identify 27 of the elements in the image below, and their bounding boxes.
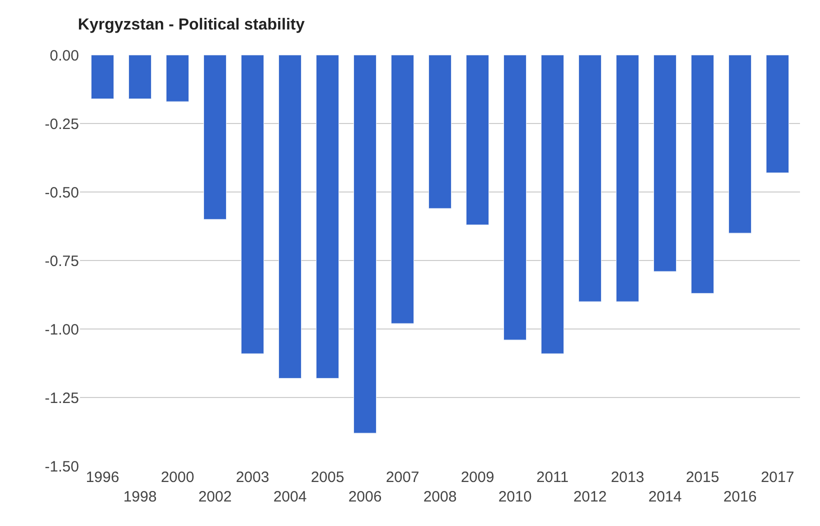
x-tick-label: 2005 xyxy=(310,469,344,486)
x-tick-label: 2010 xyxy=(498,488,532,506)
x-tick-label: 2013 xyxy=(610,469,644,486)
x-tick-label: 2006 xyxy=(348,488,382,506)
x-tick-label: 2004 xyxy=(273,488,307,506)
x-tick-label: 2014 xyxy=(648,488,682,506)
y-tick-label: -0.75 xyxy=(44,252,79,270)
chart-title: Kyrgyzstan - Political stability xyxy=(78,16,305,34)
x-tick-label: 1998 xyxy=(123,488,157,506)
x-tick-label: 2012 xyxy=(573,488,607,506)
x-tick-label: 2011 xyxy=(536,469,569,486)
x-tick-label: 1996 xyxy=(86,469,120,486)
x-tick-label: 2002 xyxy=(198,488,232,506)
x-tick-label: 2008 xyxy=(423,488,457,506)
y-tick-label: -0.50 xyxy=(44,184,79,202)
y-tick-label: -1.25 xyxy=(44,390,79,407)
x-tick-label: 2007 xyxy=(386,469,420,486)
x-tick-label: 2009 xyxy=(460,469,494,486)
x-tick-label: 2017 xyxy=(760,469,794,486)
x-tick-label: 2000 xyxy=(160,469,194,486)
y-tick-label: -1.00 xyxy=(44,321,79,338)
x-tick-label: 2015 xyxy=(686,469,720,486)
x-tick-label: 2003 xyxy=(236,469,270,486)
y-tick-label: -1.50 xyxy=(44,458,79,476)
x-tick-label: 2016 xyxy=(723,488,757,506)
y-tick-label: -0.25 xyxy=(44,116,79,133)
y-tick-label: 0.00 xyxy=(50,47,79,64)
